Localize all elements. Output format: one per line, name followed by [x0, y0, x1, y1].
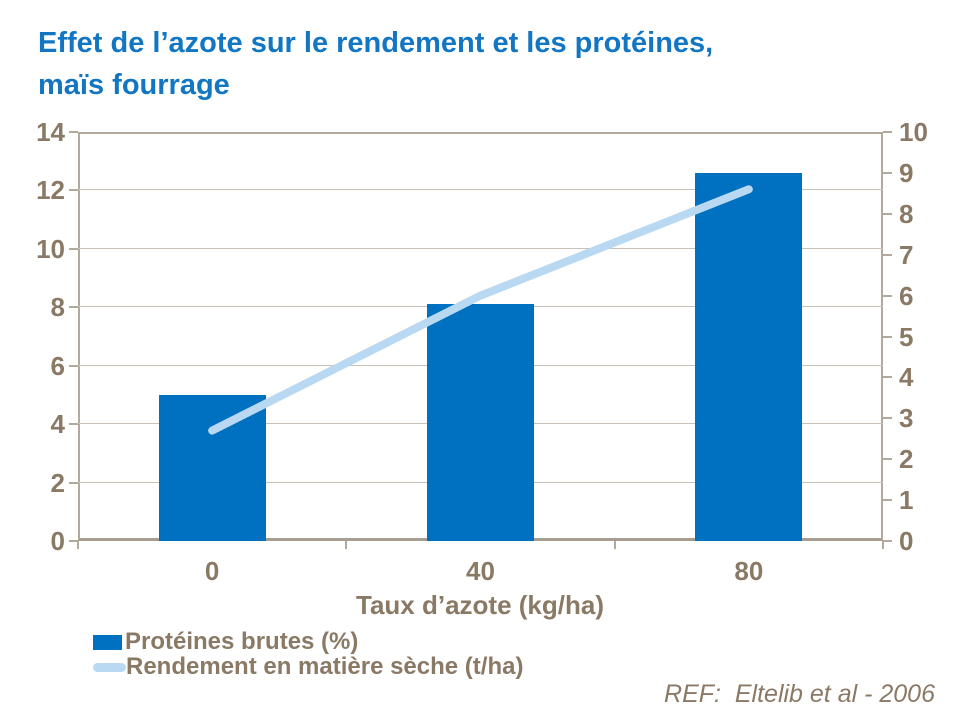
bar-proteines-0	[158, 394, 266, 541]
right-axis-tick-mark	[883, 171, 892, 174]
reference-citation: REF: Eltelib et al - 2006	[664, 680, 935, 708]
right-axis-tick-label: 6	[899, 280, 914, 311]
right-axis-tick-label: 9	[899, 157, 914, 188]
left-axis-tick-mark	[69, 481, 78, 484]
bar-proteines-40	[427, 304, 534, 541]
bar-series-swatch	[93, 634, 122, 650]
right-axis-tick-label: 1	[899, 485, 914, 516]
x-axis-tick-mark	[613, 541, 616, 549]
right-axis-tick-label: 2	[899, 444, 914, 475]
right-axis-tick-label: 10	[899, 117, 928, 147]
line-series-label: Rendement en matière sèche (t/ha)	[126, 653, 524, 680]
legend-item-bars: Protéines brutes (%)	[93, 628, 358, 656]
bar-proteines-80	[695, 172, 803, 541]
right-axis-tick-mark	[883, 294, 892, 297]
left-axis-tick-mark	[69, 306, 78, 309]
x-axis-tick-mark	[345, 541, 348, 549]
x-axis-category-label: 80	[734, 556, 764, 586]
left-axis-tick-label: 4	[50, 409, 65, 440]
left-axis-tick-label: 2	[50, 467, 65, 498]
left-axis-tick-mark	[69, 247, 78, 250]
rendement-line-path	[208, 185, 753, 435]
chart-title: Effet de l’azote sur le rendement et les…	[38, 22, 898, 106]
gridline	[78, 247, 883, 249]
line-series-swatch	[93, 662, 126, 672]
chart-title-line2: maïs fourrage	[38, 69, 230, 101]
right-axis-tick-mark	[883, 212, 892, 215]
chart-title-line1: Effet de l’azote sur le rendement et les…	[38, 27, 714, 59]
bar-series-label: Protéines brutes (%)	[125, 628, 359, 655]
right-axis-tick-mark	[883, 417, 892, 420]
right-axis-tick-mark	[883, 335, 892, 338]
left-axis-tick-label: 8	[50, 292, 65, 323]
x-axis-category-label: 0	[204, 556, 220, 586]
left-axis-tick-label: 10	[36, 233, 65, 264]
right-axis-tick-label: 0	[899, 526, 914, 556]
right-axis-tick-label: 7	[899, 239, 914, 270]
x-axis-category-label: 40	[466, 556, 495, 586]
left-axis-tick-mark	[69, 540, 78, 542]
x-axis-tick-mark	[882, 541, 884, 549]
left-axis-tick-label: 6	[50, 350, 65, 381]
right-axis-tick-mark	[883, 376, 892, 379]
left-axis-tick-label: 0	[50, 526, 65, 556]
legend-item-line: Rendement en matière sèche (t/ha)	[93, 653, 523, 681]
right-axis-tick-mark	[883, 540, 892, 542]
right-axis-tick-label: 8	[899, 198, 914, 229]
right-axis-tick-label: 4	[899, 362, 914, 393]
left-axis-tick-mark	[69, 189, 78, 192]
right-axis-tick-mark	[883, 131, 892, 133]
left-axis-tick-mark	[69, 364, 78, 367]
right-axis-tick-mark	[883, 253, 892, 256]
gridline	[78, 189, 883, 191]
right-axis-tick-mark	[883, 458, 892, 461]
left-axis-tick-label: 14	[36, 117, 65, 147]
right-axis-tick-mark	[883, 499, 892, 502]
rendement-line-series	[208, 185, 753, 435]
right-axis-tick-label: 3	[899, 403, 914, 434]
right-axis-tick-label: 5	[899, 321, 914, 352]
x-axis-tick-mark	[77, 541, 79, 549]
left-axis-tick-mark	[69, 131, 78, 133]
left-axis-tick-mark	[69, 423, 78, 426]
x-axis-title: Taux d’azote (kg/ha)	[356, 590, 604, 620]
left-axis-tick-label: 12	[36, 175, 65, 206]
